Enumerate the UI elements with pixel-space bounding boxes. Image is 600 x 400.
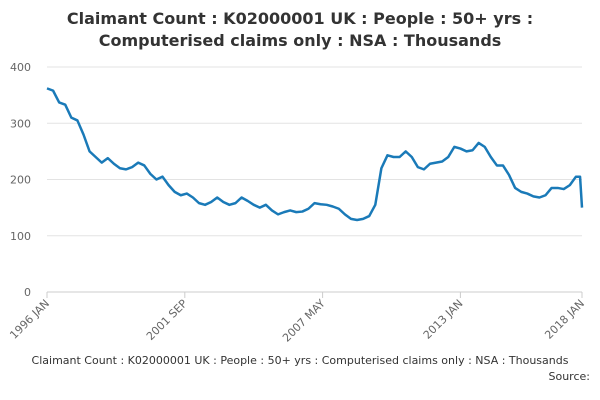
x-tick-label: 1996 JAN bbox=[7, 297, 52, 342]
y-tick-label: 100 bbox=[10, 230, 31, 243]
y-tick-label: 200 bbox=[10, 174, 31, 187]
chart-title: Computerised claims only : NSA : Thousan… bbox=[99, 31, 502, 50]
x-tick-label: 2007 MAY bbox=[280, 297, 328, 345]
x-tick-label: 2001 SEP bbox=[144, 297, 190, 343]
y-tick-label: 400 bbox=[10, 61, 31, 74]
x-tick-label: 2013 JAN bbox=[421, 297, 466, 342]
footer-title: Claimant Count : K02000001 UK : People :… bbox=[32, 354, 569, 367]
source: Source: bbox=[549, 370, 591, 383]
y-tick-label: 300 bbox=[10, 117, 31, 130]
y-tick-label: 0 bbox=[24, 286, 31, 299]
chart-title: Claimant Count : K02000001 UK : People :… bbox=[67, 9, 533, 28]
x-tick-label: 2018 JAN bbox=[542, 297, 587, 342]
data-line bbox=[46, 87, 584, 222]
